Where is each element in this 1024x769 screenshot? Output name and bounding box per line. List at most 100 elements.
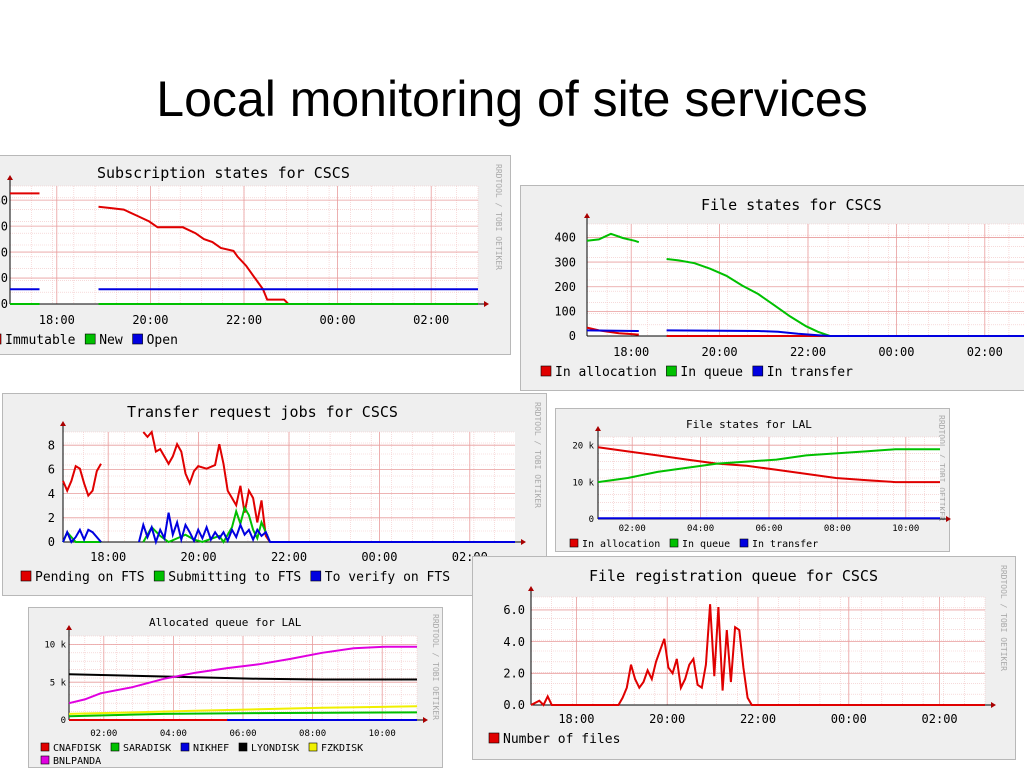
legend-swatch (752, 365, 764, 377)
legend-label: New (99, 333, 123, 348)
chart-panel-subscription-states: Subscription states for CSCS RRDTOOL / TO… (0, 155, 511, 355)
series-line-in-transfer (586, 329, 1024, 337)
legend-swatch (308, 742, 318, 752)
legend-swatch (739, 538, 749, 548)
series-line-immutable (10, 192, 478, 305)
x-tick-label: 02:00 (967, 345, 1003, 359)
allocated-queue-lal-chart: Allocated queue for LAL RRDTOOL / TOBI OE… (40, 614, 440, 767)
series-line-fzkdisk (68, 705, 418, 715)
legend-swatch (84, 333, 96, 345)
x-tick-label: 18:00 (90, 550, 126, 564)
x-tick-label: 08:00 (824, 524, 851, 534)
y-tick-label: 0.0 (503, 698, 525, 712)
legend-swatch (180, 742, 190, 752)
series-line-in-queue (597, 448, 940, 484)
x-tick-label: 20:00 (702, 345, 738, 359)
x-tick-label: 00:00 (320, 313, 356, 327)
legend-label: In queue (682, 539, 730, 550)
x-tick-label: 22:00 (740, 712, 776, 726)
y-tick-label: 8 (48, 438, 55, 452)
legend-label: CNAFDISK (53, 743, 101, 754)
legend-label: BNLPANDA (53, 756, 101, 767)
x-tick-label: 18:00 (558, 712, 594, 726)
chart-title: Allocated queue for LAL (149, 616, 302, 629)
y-tick-label: 5 k (50, 678, 67, 688)
legend-swatch (20, 570, 32, 582)
legend-label: FZKDISK (321, 743, 363, 754)
legend-label: To verify on FTS (325, 570, 450, 585)
legend-label: NIKHEF (193, 743, 229, 754)
y-tick-label: 10 (0, 271, 8, 285)
y-tick-label: 20 (0, 245, 8, 259)
x-tick-label: 00:00 (831, 712, 867, 726)
legend-swatch (488, 732, 500, 744)
legend-label: Submitting to FTS (168, 570, 301, 585)
y-tick-label: 4 (48, 487, 55, 501)
chart-panel-allocated-queue-lal: Allocated queue for LAL RRDTOOL / TOBI OE… (28, 607, 443, 768)
legend-swatch (0, 333, 2, 345)
file-registration-queue-chart: File registration queue for CSCS RRDTOOL … (488, 565, 1008, 747)
x-axis-arrow (423, 717, 428, 723)
rrdtool-watermark: RRDTOOL / TOBI OETIKER (494, 164, 503, 270)
y-tick-label: 4.0 (503, 635, 525, 649)
legend-label: Open (147, 333, 178, 348)
chart-panel-file-states-cscs: File states for CSCS 18:00 20:00 22:00 00:00… (520, 185, 1024, 391)
x-axis-arrow (521, 539, 526, 545)
y-tick-label: 200 (554, 280, 576, 294)
y-tick-label: 40 (0, 193, 8, 207)
x-tick-label: 00:00 (361, 550, 397, 564)
legend-label: In allocation (555, 365, 657, 380)
x-tick-label: 20:00 (181, 550, 217, 564)
legend-label: SARADISK (123, 743, 171, 754)
y-tick-label: 0 (569, 329, 576, 343)
y-axis-arrow (60, 421, 66, 426)
rrdtool-watermark: RRDTOOL / TOBI OETIKER (999, 565, 1008, 671)
rrdtool-watermark: RRDTOOL / TOBI OETIKER (937, 415, 946, 521)
y-tick-label: 0 (61, 716, 66, 726)
file-states-cscs-chart: File states for CSCS 18:00 20:00 22:00 00:00… (540, 196, 1024, 380)
legend-label: Pending on FTS (35, 570, 145, 585)
chart-title: Transfer request jobs for CSCS (127, 403, 398, 421)
x-axis-arrow (484, 301, 489, 307)
legend-swatch (40, 742, 50, 752)
y-tick-label: 10 k (44, 641, 66, 651)
x-tick-label: 04:00 (160, 729, 187, 739)
x-tick-label: 22:00 (790, 345, 826, 359)
y-axis-arrow (7, 175, 13, 180)
legend-swatch (540, 365, 552, 377)
x-tick-label: 20:00 (649, 712, 685, 726)
x-tick-label: 10:00 (892, 524, 919, 534)
chart-title: File registration queue for CSCS (589, 567, 878, 585)
series-line-saradisk (68, 711, 418, 718)
y-tick-label: 2 (48, 511, 55, 525)
y-tick-label: 30 (0, 219, 8, 233)
y-tick-label: 0 (1, 297, 8, 311)
x-axis-arrow (946, 516, 951, 522)
file-states-lal-chart: File states for LAL RRDTOOL / TOBI OETIKE… (569, 415, 951, 550)
y-axis-arrow (595, 426, 601, 431)
x-tick-label: 02:00 (922, 712, 958, 726)
legend-swatch (310, 570, 322, 582)
series-line-in-allocation (597, 446, 940, 484)
x-tick-label: 10:00 (369, 729, 396, 739)
series-line-bnlpanda (68, 645, 417, 705)
legend-swatch (569, 538, 579, 548)
slide-title: Local monitoring of site services (156, 71, 868, 127)
subscription-states-chart: Subscription states for CSCS RRDTOOL / TO… (0, 164, 503, 348)
x-tick-label: 02:00 (90, 729, 117, 739)
legend-swatch (132, 333, 143, 345)
rrdtool-watermark: RRDTOOL / TOBI OETIKER (431, 614, 440, 720)
x-tick-label: 02:00 (619, 524, 646, 534)
chart-title: Subscription states for CSCS (97, 164, 350, 182)
y-tick-label: 400 (554, 231, 576, 245)
series-line-number-of-files (530, 604, 985, 707)
y-tick-label: 300 (554, 255, 576, 269)
series-line-lyondisk (68, 673, 417, 681)
transfer-request-jobs-chart: Transfer request jobs for CSCS RRDTOOL / … (20, 402, 542, 585)
x-tick-label: 02:00 (413, 313, 449, 327)
legend-swatch (153, 570, 165, 582)
x-tick-label: 20:00 (132, 313, 168, 327)
y-axis-arrow (528, 586, 534, 591)
x-tick-label: 04:00 (687, 524, 714, 534)
y-tick-label: 100 (554, 305, 576, 319)
